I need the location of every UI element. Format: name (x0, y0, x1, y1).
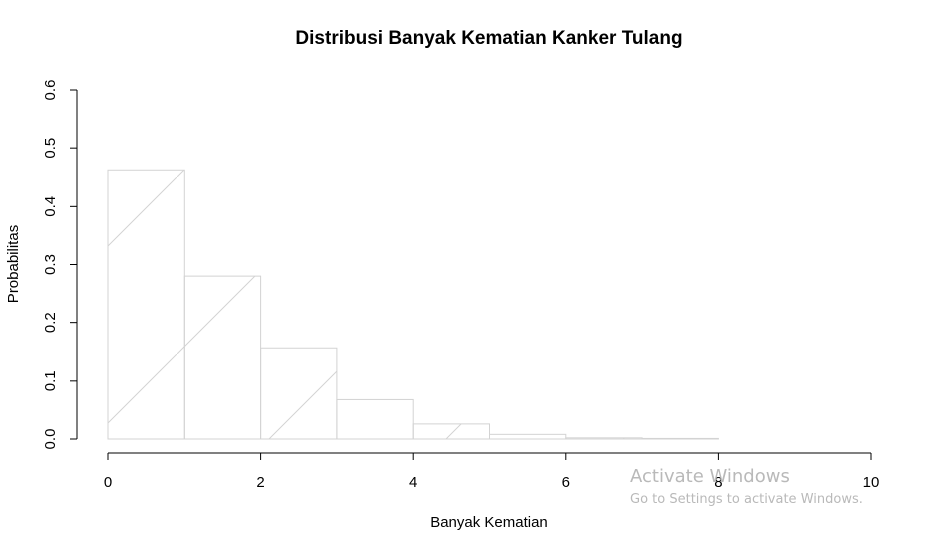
histogram-bar-6 (565, 437, 643, 440)
histogram-bars (107, 169, 719, 440)
y-tick-label: 0.0 (42, 429, 59, 450)
histogram-bar-7 (641, 437, 719, 440)
chart-title: Distribusi Banyak Kematian Kanker Tulang (295, 28, 682, 49)
x-axis-label: Banyak Kematian (430, 514, 548, 531)
y-tick-label: 0.6 (42, 80, 59, 101)
x-tick-label: 4 (409, 474, 417, 491)
y-tick-label: 0.1 (42, 370, 59, 391)
histogram-bar-5 (489, 433, 567, 440)
x-axis: 0 2 4 6 8 10 (104, 452, 880, 491)
y-tick-label: 0.5 (42, 138, 59, 159)
x-tick-label: 0 (104, 474, 112, 491)
y-tick-label: 0.2 (42, 312, 59, 333)
watermark-subtitle: Go to Settings to activate Windows. (630, 492, 863, 507)
x-tick-label: 10 (863, 474, 880, 491)
x-tick-label: 2 (256, 474, 264, 491)
y-axis: 0.0 0.1 0.2 0.3 0.4 0.5 0.6 (42, 80, 78, 450)
x-tick-label: 6 (562, 474, 570, 491)
histogram-bar-3 (336, 398, 414, 440)
y-axis-label: Probabilitas (5, 225, 22, 303)
histogram-bar-2 (260, 347, 338, 440)
watermark-title: Activate Windows (630, 466, 790, 487)
histogram-bar-0 (107, 169, 185, 440)
histogram-bar-4 (412, 423, 491, 440)
x-tick-label: 8 (714, 474, 722, 491)
y-tick-label: 0.3 (42, 254, 59, 275)
y-tick-label: 0.4 (42, 196, 59, 217)
histogram-bar-1 (183, 275, 262, 440)
